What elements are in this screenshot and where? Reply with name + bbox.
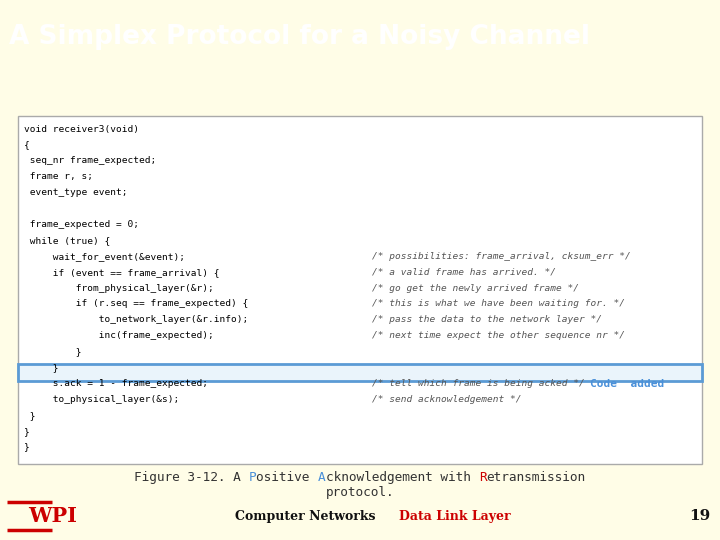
Text: s.ack = 1 - frame_expected;: s.ack = 1 - frame_expected; bbox=[24, 379, 208, 388]
Text: }: } bbox=[24, 443, 30, 451]
Text: frame r, s;: frame r, s; bbox=[24, 172, 93, 181]
Text: ositive: ositive bbox=[256, 471, 318, 484]
Text: to_physical_layer(&s);: to_physical_layer(&s); bbox=[24, 395, 179, 404]
Text: Computer Networks: Computer Networks bbox=[235, 510, 375, 523]
Text: }: } bbox=[24, 347, 81, 356]
Text: R: R bbox=[479, 471, 487, 484]
Text: frame_expected = 0;: frame_expected = 0; bbox=[24, 220, 139, 229]
Text: /* send acknowledgement */: /* send acknowledgement */ bbox=[372, 395, 521, 404]
Text: void receiver3(void): void receiver3(void) bbox=[24, 125, 139, 133]
Text: /* go get the newly arrived frame */: /* go get the newly arrived frame */ bbox=[372, 284, 579, 293]
Text: while (true) {: while (true) { bbox=[24, 236, 110, 245]
Text: WPI: WPI bbox=[28, 506, 77, 526]
Text: seq_nr frame_expected;: seq_nr frame_expected; bbox=[24, 156, 156, 165]
Text: if (event == frame_arrival) {: if (event == frame_arrival) { bbox=[24, 268, 220, 276]
Text: /* next time expect the other sequence nr */: /* next time expect the other sequence n… bbox=[372, 331, 625, 340]
Text: to_network_layer(&r.info);: to_network_layer(&r.info); bbox=[24, 315, 248, 325]
Text: etransmission: etransmission bbox=[487, 471, 585, 484]
Text: inc(frame_expected);: inc(frame_expected); bbox=[24, 331, 214, 340]
Text: protocol.: protocol. bbox=[325, 487, 394, 500]
Text: /* tell which frame is being acked */: /* tell which frame is being acked */ bbox=[372, 379, 585, 388]
Text: /* this is what we have been waiting for. */: /* this is what we have been waiting for… bbox=[372, 300, 625, 308]
Text: {: { bbox=[24, 140, 30, 150]
Text: }: } bbox=[24, 427, 30, 436]
Text: A Simplex Protocol for a Noisy Channel: A Simplex Protocol for a Noisy Channel bbox=[9, 24, 590, 50]
Text: 19: 19 bbox=[689, 509, 711, 523]
Text: if (r.seq == frame_expected) {: if (r.seq == frame_expected) { bbox=[24, 300, 248, 308]
Text: }: } bbox=[24, 411, 35, 420]
Text: }: } bbox=[24, 363, 58, 372]
Text: from_physical_layer(&r);: from_physical_layer(&r); bbox=[24, 284, 214, 293]
Bar bbox=[18, 363, 702, 381]
Text: cknowledgement with: cknowledgement with bbox=[325, 471, 478, 484]
Text: event_type event;: event_type event; bbox=[24, 188, 127, 197]
Text: P: P bbox=[249, 471, 256, 484]
Bar bbox=[18, 116, 702, 464]
Text: Code  added: Code added bbox=[590, 379, 665, 389]
Text: /* pass the data to the network layer */: /* pass the data to the network layer */ bbox=[372, 315, 602, 325]
Text: /* possibilities: frame_arrival, cksum_err */: /* possibilities: frame_arrival, cksum_e… bbox=[372, 252, 631, 261]
Text: Figure 3-12. A: Figure 3-12. A bbox=[134, 471, 248, 484]
Text: Data Link Layer: Data Link Layer bbox=[399, 510, 510, 523]
Text: /* a valid frame has arrived. */: /* a valid frame has arrived. */ bbox=[372, 268, 556, 276]
Text: A: A bbox=[318, 471, 325, 484]
Text: wait_for_event(&event);: wait_for_event(&event); bbox=[24, 252, 185, 261]
